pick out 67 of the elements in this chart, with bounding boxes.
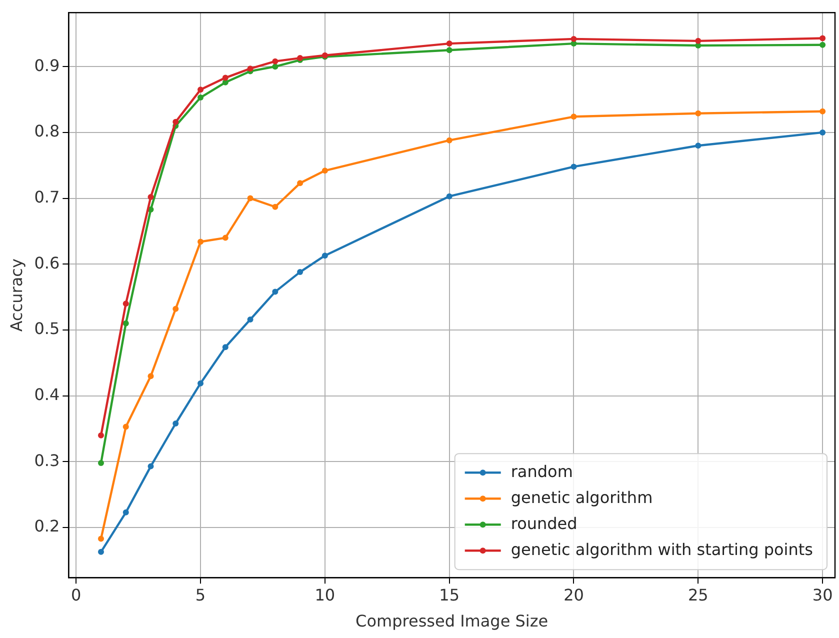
legend-label: rounded — [510, 514, 578, 533]
x-tick-label: 5 — [195, 585, 206, 604]
y-tick-label: 0.9 — [34, 56, 60, 75]
x-tick-label: 15 — [439, 585, 460, 604]
y-tick-label: 0.4 — [34, 385, 60, 404]
point — [297, 180, 304, 186]
point — [148, 373, 154, 380]
point — [820, 129, 826, 136]
point — [148, 463, 154, 470]
legend-label: genetic algorithm with starting points — [510, 540, 813, 559]
point — [247, 66, 254, 72]
point — [222, 74, 228, 81]
point — [98, 548, 104, 555]
x-tick-label: 30 — [812, 585, 833, 604]
point — [122, 320, 129, 326]
point — [148, 194, 154, 200]
point — [695, 38, 702, 44]
y-tick-label: 0.2 — [34, 516, 60, 536]
point — [198, 238, 204, 245]
y-axis-title: Accuracy — [6, 258, 26, 332]
point — [272, 204, 278, 210]
x-tick-label: 0 — [71, 585, 82, 604]
point — [272, 288, 278, 295]
point — [98, 536, 104, 542]
y-tick-label: 0.7 — [34, 187, 60, 206]
point — [820, 42, 826, 48]
point — [222, 344, 228, 350]
point — [98, 460, 104, 466]
point — [297, 269, 304, 276]
point — [247, 195, 254, 202]
legend-label: random — [510, 462, 573, 481]
point — [98, 432, 104, 438]
point — [820, 108, 826, 114]
point — [322, 168, 328, 174]
point — [172, 306, 179, 312]
point — [446, 47, 452, 54]
point — [446, 193, 452, 200]
y-tick-label: 0.8 — [34, 122, 60, 141]
point — [272, 64, 278, 70]
point — [695, 142, 702, 149]
point — [322, 252, 328, 259]
point — [122, 300, 129, 307]
point — [122, 424, 129, 430]
point — [446, 137, 452, 144]
point — [570, 164, 577, 170]
point — [122, 509, 129, 516]
y-tick-label: 0.6 — [34, 253, 60, 272]
point — [198, 94, 204, 101]
point — [222, 234, 228, 241]
point — [247, 316, 254, 322]
point — [446, 40, 452, 47]
point — [695, 110, 702, 116]
point — [172, 118, 179, 125]
x-tick-label: 20 — [564, 585, 584, 604]
x-tick-label: 10 — [314, 585, 336, 604]
point — [570, 114, 577, 120]
y-tick-label: 0.5 — [34, 319, 60, 338]
point — [820, 35, 826, 42]
point — [272, 58, 278, 64]
point — [198, 86, 204, 93]
y-tick-label: 0.3 — [34, 450, 60, 470]
point — [172, 420, 179, 427]
x-tick-label: 25 — [688, 585, 708, 604]
x-axis-title: Compressed Image Size — [356, 612, 548, 631]
legend-label: genetic algorithm — [510, 488, 653, 507]
point — [570, 36, 577, 42]
point — [198, 380, 204, 386]
